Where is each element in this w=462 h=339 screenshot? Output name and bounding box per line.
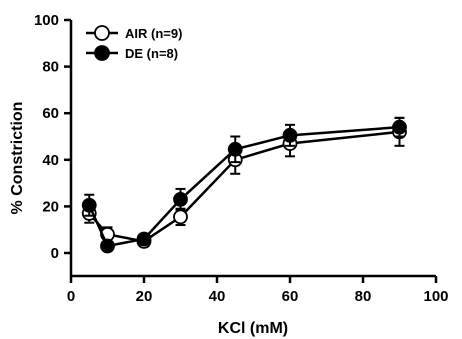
data-point	[173, 209, 188, 225]
series-layer	[81, 116, 407, 254]
y-tick-label: 40	[42, 152, 59, 169]
axes: 0 20 40 60 80 100 0 20 40 60 80 100	[34, 12, 449, 305]
x-axis-label: KCl (mM)	[218, 320, 288, 337]
series-de	[81, 116, 407, 254]
legend-marker	[94, 25, 110, 41]
legend-label: AIR (n=9)	[125, 26, 182, 41]
y-tick-label: 20	[42, 198, 59, 215]
y-tick-label: 80	[42, 59, 59, 76]
x-tick-label: 100	[423, 288, 448, 305]
x-tick-label: 20	[136, 288, 153, 305]
data-point	[282, 127, 298, 143]
series-line	[88, 125, 400, 248]
y-tick-label: 60	[42, 105, 59, 122]
y-tick-label: 100	[34, 12, 59, 29]
data-point	[136, 231, 152, 247]
data-point	[227, 141, 243, 157]
data-point	[173, 192, 188, 207]
data-point	[100, 238, 115, 254]
series-air	[81, 116, 407, 249]
x-tick-label: 40	[209, 288, 226, 305]
data-point	[392, 119, 407, 135]
x-tick-label: 60	[282, 288, 299, 305]
legend-label: DE (n=8)	[125, 46, 178, 61]
data-point	[81, 197, 97, 213]
y-axis-label: % Constriction	[9, 102, 26, 215]
y-tick-label: 0	[51, 245, 59, 262]
legend-marker	[94, 45, 110, 61]
legend: AIR (n=9) DE (n=8)	[86, 25, 182, 61]
x-tick-label: 0	[67, 288, 75, 305]
x-tick-label: 80	[355, 288, 372, 305]
